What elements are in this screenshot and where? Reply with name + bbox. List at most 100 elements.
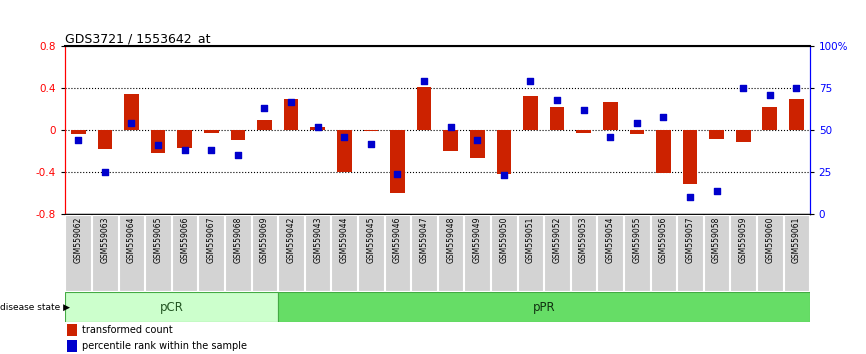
Point: [604, 134, 617, 139]
Point: [683, 194, 697, 200]
Text: GSM559064: GSM559064: [127, 217, 136, 263]
Point: [709, 188, 723, 193]
Bar: [730, 215, 756, 291]
Point: [656, 114, 670, 119]
Bar: [550, 107, 565, 130]
Bar: [252, 215, 277, 291]
Bar: [385, 215, 410, 291]
Bar: [225, 215, 250, 291]
Bar: [470, 130, 485, 159]
Bar: [332, 215, 357, 291]
Bar: [92, 215, 118, 291]
Point: [311, 124, 325, 130]
Bar: [67, 324, 77, 336]
Text: GSM559065: GSM559065: [153, 217, 163, 263]
Point: [364, 141, 378, 146]
Point: [630, 120, 643, 126]
Bar: [624, 215, 650, 291]
Bar: [305, 215, 331, 291]
Bar: [630, 130, 644, 134]
Bar: [491, 215, 517, 291]
Bar: [257, 120, 272, 130]
Point: [523, 79, 537, 84]
Point: [204, 147, 218, 153]
Bar: [364, 130, 378, 131]
Bar: [544, 215, 570, 291]
Point: [71, 137, 85, 143]
Text: disease state ▶: disease state ▶: [0, 303, 70, 312]
Bar: [704, 215, 729, 291]
Point: [231, 153, 245, 158]
Text: GSM559042: GSM559042: [287, 217, 295, 263]
Text: GSM559043: GSM559043: [313, 217, 322, 263]
Bar: [656, 130, 671, 173]
Bar: [66, 215, 91, 291]
Bar: [464, 215, 490, 291]
Text: GSM559060: GSM559060: [766, 217, 774, 263]
Bar: [171, 215, 197, 291]
Point: [284, 99, 298, 104]
Text: transformed count: transformed count: [82, 325, 173, 336]
Text: GSM559053: GSM559053: [579, 217, 588, 263]
Bar: [576, 130, 591, 133]
Point: [443, 124, 457, 130]
Bar: [411, 215, 436, 291]
Text: GSM559050: GSM559050: [500, 217, 508, 263]
Text: pCR: pCR: [159, 301, 184, 314]
Bar: [789, 98, 804, 130]
Text: pPR: pPR: [533, 301, 555, 314]
Text: GSM559063: GSM559063: [100, 217, 109, 263]
Bar: [523, 96, 538, 130]
Text: GSM559061: GSM559061: [792, 217, 801, 263]
Point: [790, 85, 804, 91]
Bar: [496, 130, 511, 174]
Point: [125, 120, 139, 126]
Bar: [310, 127, 325, 130]
Text: GSM559057: GSM559057: [686, 217, 695, 263]
Point: [337, 134, 351, 139]
Point: [178, 147, 191, 153]
Bar: [757, 215, 783, 291]
Bar: [518, 215, 543, 291]
Text: GSM559046: GSM559046: [393, 217, 402, 263]
Point: [417, 79, 431, 84]
Text: GSM559051: GSM559051: [526, 217, 535, 263]
Bar: [762, 107, 777, 130]
Text: percentile rank within the sample: percentile rank within the sample: [82, 341, 248, 352]
Bar: [65, 292, 278, 322]
Point: [391, 171, 404, 177]
Bar: [390, 130, 404, 193]
Bar: [650, 215, 676, 291]
Bar: [119, 215, 145, 291]
Text: GSM559058: GSM559058: [712, 217, 721, 263]
Point: [257, 105, 271, 111]
Bar: [151, 130, 165, 153]
Bar: [417, 87, 431, 130]
Bar: [284, 98, 299, 130]
Point: [736, 85, 750, 91]
Text: GSM559067: GSM559067: [207, 217, 216, 263]
Point: [497, 173, 511, 178]
Point: [470, 137, 484, 143]
Point: [98, 169, 112, 175]
Text: GSM559068: GSM559068: [233, 217, 242, 263]
Text: GSM559049: GSM559049: [473, 217, 481, 263]
Text: GSM559055: GSM559055: [632, 217, 642, 263]
Bar: [145, 215, 171, 291]
Bar: [603, 102, 617, 130]
Text: GSM559056: GSM559056: [659, 217, 668, 263]
Bar: [598, 215, 623, 291]
Text: GSM559047: GSM559047: [419, 217, 429, 263]
Text: GSM559066: GSM559066: [180, 217, 189, 263]
Bar: [736, 130, 751, 142]
Bar: [124, 95, 139, 130]
Bar: [204, 130, 218, 133]
Bar: [438, 215, 463, 291]
Bar: [358, 215, 384, 291]
Bar: [443, 130, 458, 151]
Point: [550, 97, 564, 103]
Bar: [709, 130, 724, 138]
Bar: [784, 215, 809, 291]
Bar: [198, 215, 224, 291]
Text: GSM559052: GSM559052: [553, 217, 561, 263]
